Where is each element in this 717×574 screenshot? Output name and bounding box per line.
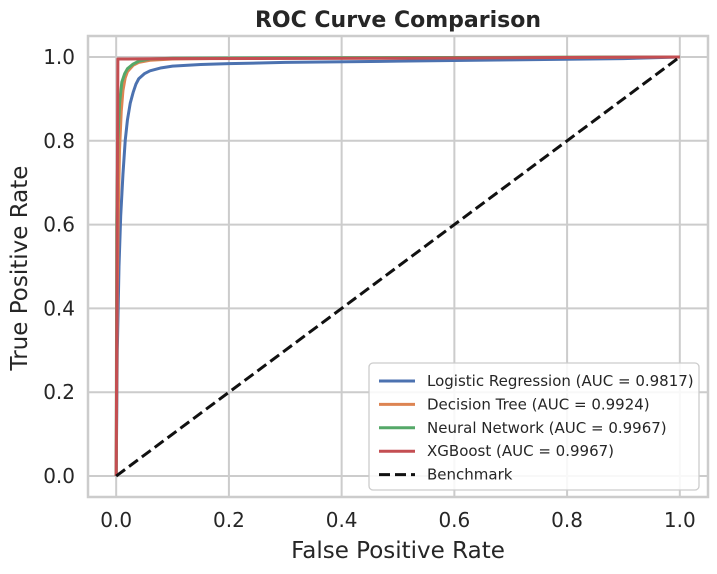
y-tick-label: 0.0: [43, 464, 75, 488]
x-tick-label: 0.8: [551, 508, 583, 532]
legend: Logistic Regression (AUC = 0.9817) Decisi…: [368, 362, 700, 491]
x-tick-label: 1.0: [664, 508, 696, 532]
legend-label: Logistic Regression (AUC = 0.9817): [427, 372, 694, 390]
x-tick-label: 0.4: [326, 508, 358, 532]
legend-label: XGBoost (AUC = 0.9967): [427, 442, 614, 460]
series-line-0: [114, 55, 680, 477]
series-layer: [114, 55, 681, 478]
tick-labels: 0.0 0.2 0.4 0.6 0.8 1.0 0.0 0.2 0.4 0.6 0.8 1.0: [43, 45, 696, 532]
x-tick-label: 0.2: [213, 508, 245, 532]
x-axis-label: False Positive Rate: [291, 538, 505, 564]
legend-label: Neural Network (AUC = 0.9967): [427, 419, 667, 437]
legend-label: Decision Tree (AUC = 0.9924): [427, 395, 650, 413]
y-tick-label: 0.2: [43, 380, 75, 404]
y-tick-label: 0.4: [43, 296, 75, 320]
plot-frame: [86, 34, 710, 499]
y-axis-label: True Positive Rate: [7, 166, 33, 372]
chart-title: ROC Curve Comparison: [255, 8, 541, 33]
legend-box: [368, 362, 700, 491]
y-tick-label: 0.8: [43, 129, 75, 153]
x-tick-label: 0.0: [100, 508, 132, 532]
y-tick-label: 0.6: [43, 213, 75, 237]
series-line-4: [115, 55, 681, 478]
y-tick-label: 1.0: [43, 45, 75, 69]
series-line-3: [114, 55, 680, 477]
legend-label: Benchmark: [427, 466, 513, 484]
x-tick-label: 0.6: [438, 508, 470, 532]
